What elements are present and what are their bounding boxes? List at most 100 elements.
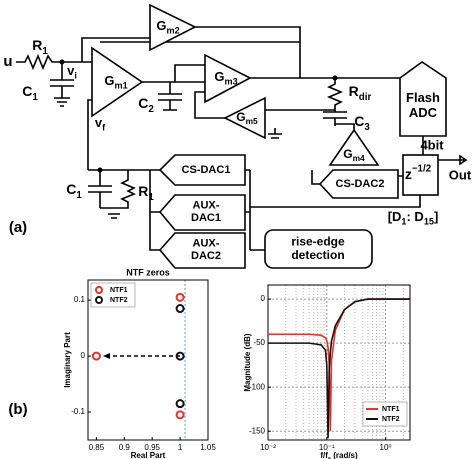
label: (b) bbox=[8, 401, 27, 418]
wire bbox=[81, 37, 300, 170]
label: Imaginary Part bbox=[63, 332, 72, 388]
delay-block bbox=[402, 154, 439, 196]
amplifier bbox=[328, 128, 380, 166]
amplifier bbox=[91, 46, 144, 118]
label: R1 bbox=[138, 183, 154, 203]
label: AUX- bbox=[193, 200, 220, 212]
point bbox=[175, 292, 185, 302]
plot-frame bbox=[267, 284, 411, 441]
point bbox=[175, 304, 185, 314]
plot-frame bbox=[87, 279, 209, 441]
amplifier bbox=[223, 96, 266, 140]
y-tick-label: -100 bbox=[249, 382, 266, 391]
x-tick-label: 0.95 bbox=[144, 443, 160, 452]
label-part: f/f bbox=[320, 451, 328, 459]
label-part: G bbox=[214, 69, 224, 84]
label: Flash bbox=[406, 90, 440, 105]
label-part: C bbox=[354, 113, 364, 129]
dac-block bbox=[158, 194, 246, 231]
point bbox=[175, 351, 185, 361]
label-part: v bbox=[95, 115, 103, 130]
plot-decor bbox=[103, 280, 186, 440]
label: Gm3 bbox=[214, 69, 237, 87]
label: DAC2 bbox=[191, 250, 221, 262]
label-part: z bbox=[405, 166, 412, 182]
label: Gm2 bbox=[156, 18, 179, 36]
label: R1 bbox=[32, 37, 48, 57]
label-part: G bbox=[236, 110, 245, 124]
label-part: (rad/s) bbox=[331, 451, 358, 459]
dac-block bbox=[158, 154, 246, 186]
label-part: i bbox=[74, 71, 77, 81]
x-tick-label: 0.85 bbox=[89, 443, 105, 452]
label: AUX- bbox=[193, 238, 220, 250]
y-tick-label: -0.1 bbox=[71, 407, 85, 416]
label-part: m5 bbox=[246, 116, 258, 126]
label: NTF zeros bbox=[126, 267, 170, 277]
label-part: 15 bbox=[424, 217, 434, 227]
amplifier bbox=[204, 53, 252, 104]
circuit bbox=[16, 3, 468, 269]
label-part: m3 bbox=[224, 77, 237, 87]
label-part: dir bbox=[359, 91, 372, 102]
label: [D1: D15] bbox=[388, 209, 439, 227]
label-part: ] bbox=[434, 209, 438, 224]
legend-label: NTF2 bbox=[382, 416, 400, 423]
label-part: G bbox=[343, 147, 352, 161]
wire bbox=[88, 169, 320, 251]
legend-label: NTF2 bbox=[110, 297, 128, 304]
flash-adc-block bbox=[399, 61, 447, 137]
label: vf bbox=[95, 115, 106, 133]
label: f/fs (rad/s) bbox=[320, 451, 358, 459]
label-part: C bbox=[138, 95, 148, 111]
y-tick-label: 0 bbox=[261, 294, 266, 303]
label-part: 1 bbox=[148, 191, 154, 202]
label: 4bit bbox=[420, 137, 444, 152]
label-part: C bbox=[22, 83, 32, 99]
label-part: [D bbox=[388, 209, 402, 224]
label-part: 2 bbox=[148, 103, 154, 114]
wire bbox=[16, 53, 92, 107]
label-part: s bbox=[328, 456, 331, 459]
x-tick-label: 10⁻¹ bbox=[319, 443, 335, 452]
legend-marker bbox=[95, 286, 103, 294]
label-part: f bbox=[102, 123, 106, 133]
label-part: m1 bbox=[114, 81, 127, 91]
dac-block bbox=[318, 169, 399, 199]
label-part: 1 bbox=[32, 91, 38, 102]
label: Real Part bbox=[131, 451, 166, 459]
label-part: 3 bbox=[364, 121, 370, 132]
label: Gm4 bbox=[343, 147, 365, 163]
y-tick-label: 0 bbox=[81, 351, 86, 360]
label-part: m2 bbox=[166, 26, 179, 36]
y-tick-label: -150 bbox=[249, 426, 266, 435]
point bbox=[91, 351, 101, 361]
label: Gm1 bbox=[104, 73, 127, 91]
label: (a) bbox=[9, 219, 27, 236]
x-tick-label: 1 bbox=[178, 443, 183, 452]
label: Rdir bbox=[349, 83, 372, 103]
label: u bbox=[3, 53, 12, 70]
label: ADC bbox=[409, 105, 438, 120]
node bbox=[97, 167, 103, 173]
node bbox=[332, 75, 338, 81]
label-part: R bbox=[138, 183, 148, 199]
label: C1 bbox=[22, 83, 38, 103]
dac-block bbox=[158, 232, 246, 269]
label-part: G bbox=[104, 73, 114, 88]
label-part: : D bbox=[406, 209, 423, 224]
label-part: G bbox=[156, 18, 166, 33]
label-part: 1 bbox=[401, 217, 406, 227]
x-tick-label: 10⁰ bbox=[380, 443, 392, 452]
line bbox=[268, 298, 410, 439]
label: Magnitude (dB) bbox=[243, 333, 252, 392]
label: rise-edge bbox=[291, 234, 345, 248]
x-tick-label: 10⁻² bbox=[260, 443, 276, 452]
label-part: 1 bbox=[42, 45, 48, 56]
y-tick-label: -50 bbox=[253, 338, 265, 347]
label: Out bbox=[449, 167, 472, 182]
legend-marker bbox=[95, 296, 103, 304]
point bbox=[175, 399, 185, 409]
x-tick-label: 0.9 bbox=[119, 443, 131, 452]
